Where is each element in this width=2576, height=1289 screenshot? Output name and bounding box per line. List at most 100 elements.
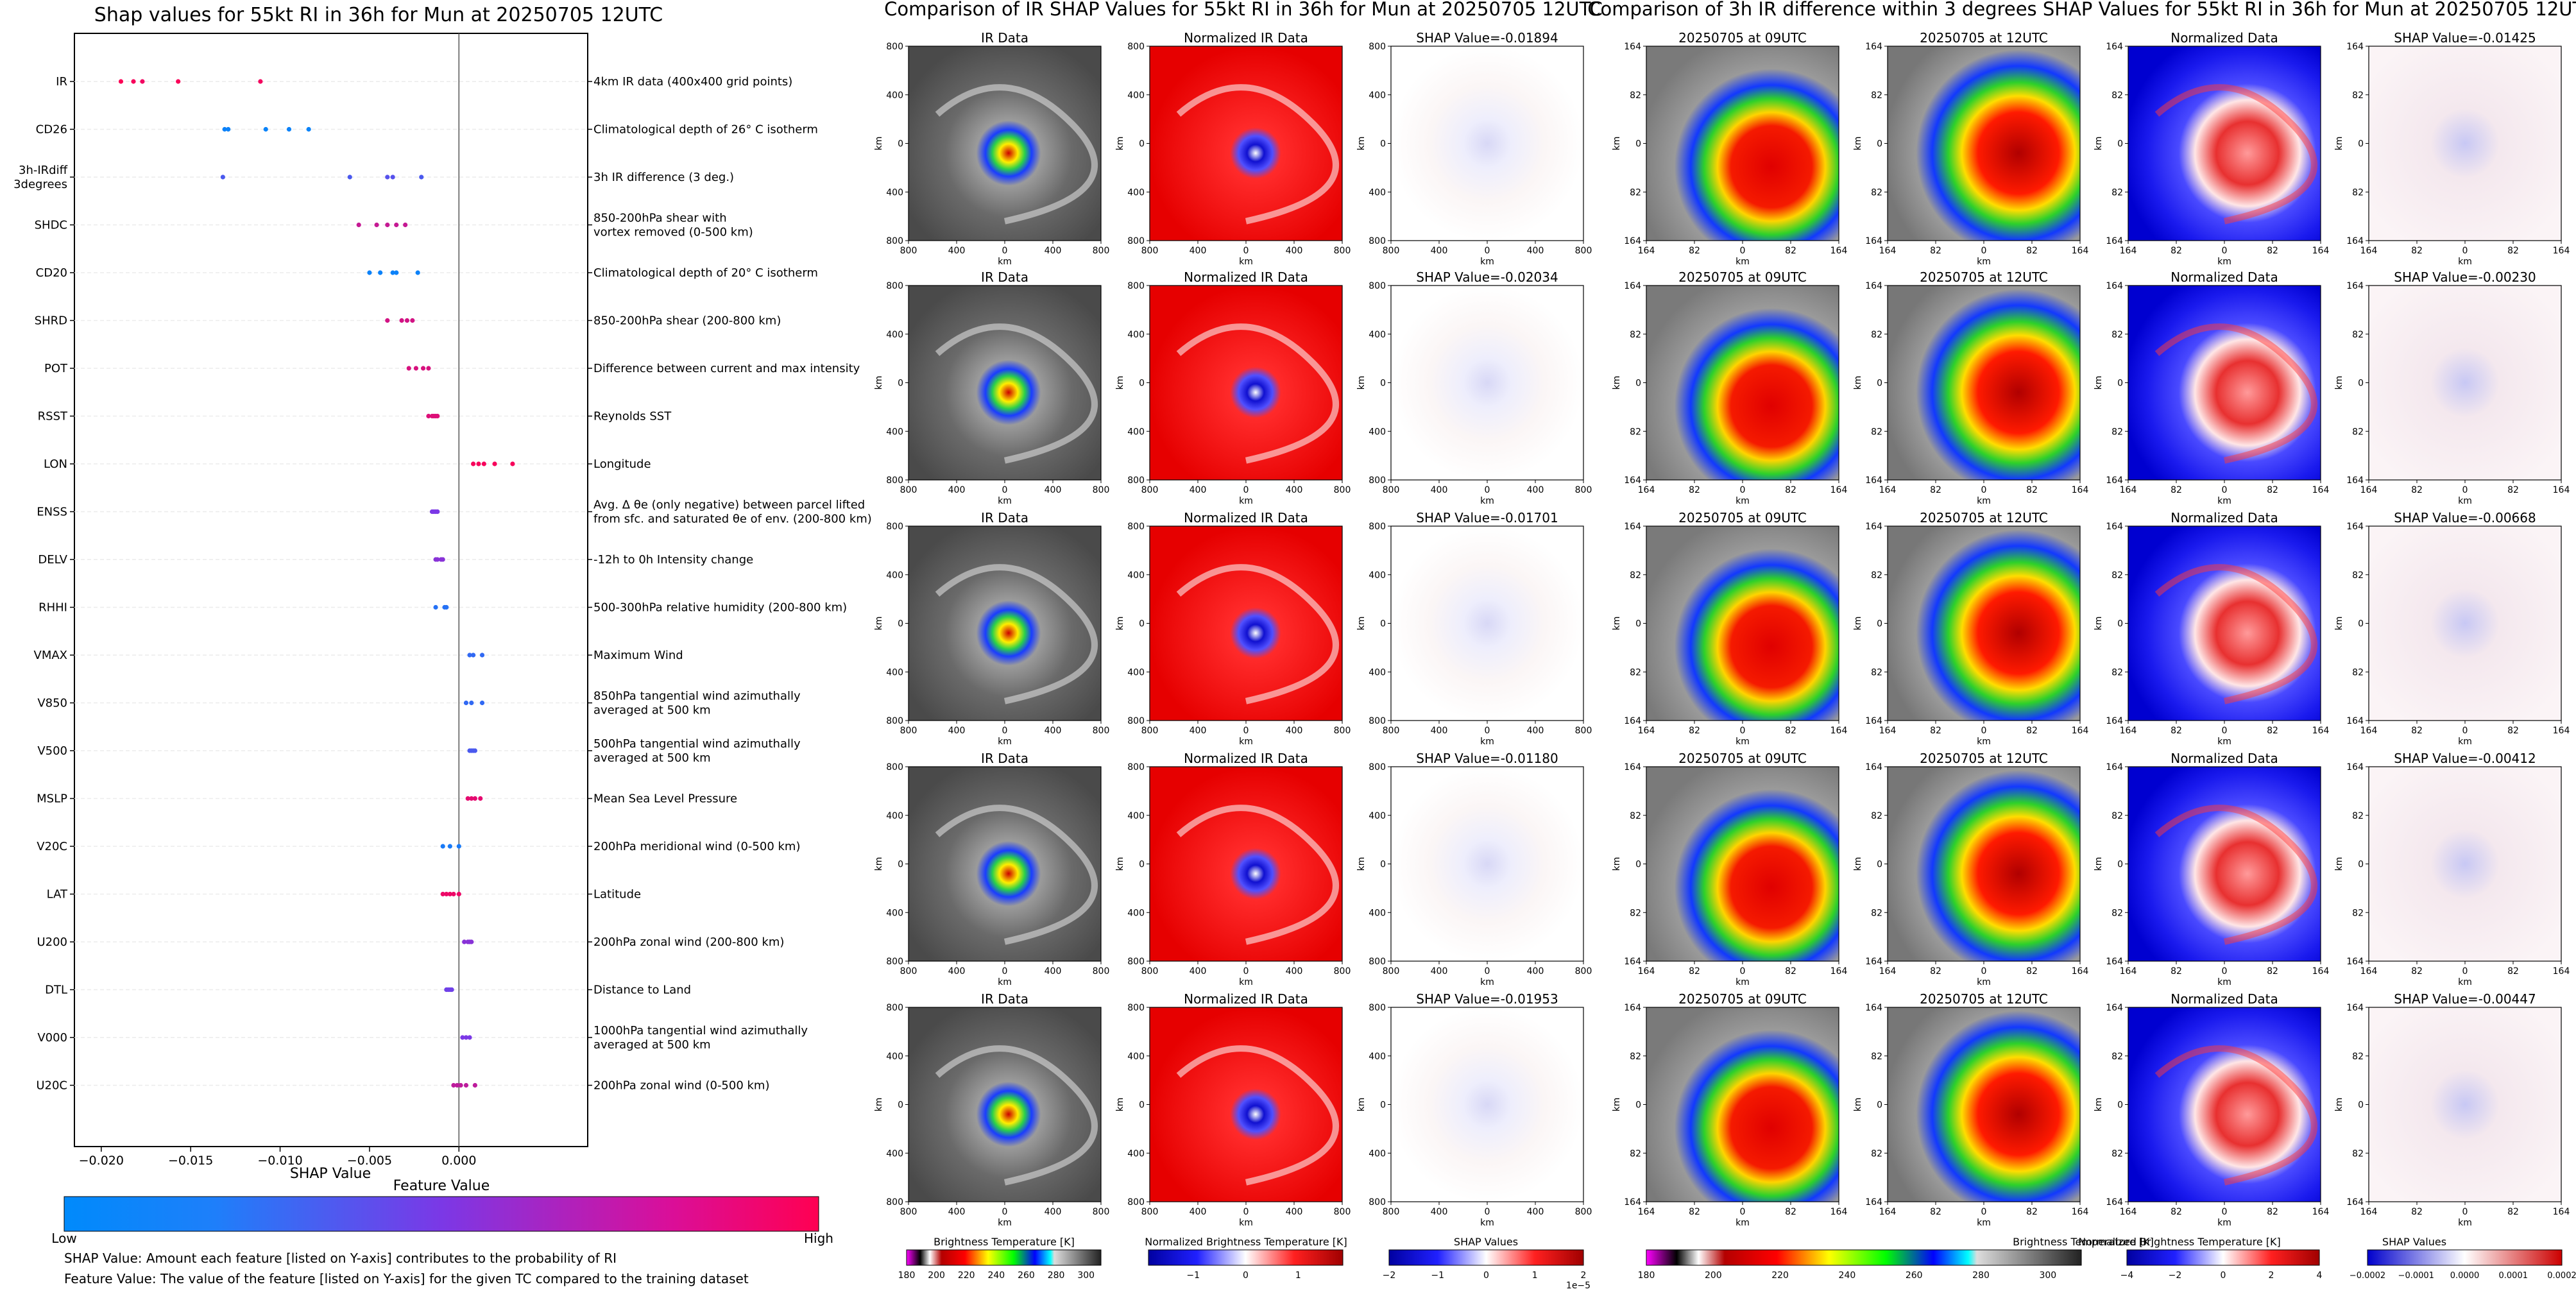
x-tick-label: 800: [1141, 485, 1159, 495]
shap-point: [118, 79, 124, 84]
y-axis-label: km: [1115, 857, 1125, 871]
cloud-band: [935, 84, 1098, 225]
x-tick-label: 82: [1689, 246, 1700, 256]
ir-cb3-exponent: 1e−5: [1566, 1281, 1591, 1289]
shap-point: [451, 891, 456, 897]
y-tick-label: 82: [2352, 427, 2364, 437]
ir-panel: Comparison of IR SHAP Values for 55kt RI…: [874, 0, 1603, 1289]
image-panel: Normalized Data1641648282008282164164kmk…: [2094, 510, 2329, 747]
x-tick-label: 0: [1740, 485, 1746, 495]
y-tick-label: 164: [2106, 281, 2123, 291]
ir-cb2-label: Normalized Brightness Temperature [K]: [1145, 1236, 1347, 1248]
y-tick-label: 800: [1369, 475, 1386, 486]
y-axis-label: km: [874, 617, 884, 631]
panel-title: IR Data: [981, 30, 1028, 46]
x-tick-label: 82: [1785, 246, 1796, 256]
y-tick-label: 164: [1624, 1197, 1641, 1208]
y-axis-label: km: [1356, 617, 1367, 631]
y-tick-label: 800: [1127, 1197, 1145, 1208]
x-tick-label: 164: [2072, 246, 2089, 256]
x-tick-label: 82: [2026, 1207, 2038, 1217]
x-tick-label: 0: [2462, 726, 2468, 736]
shap-point: [478, 796, 483, 801]
panel-title: Normalized Data: [2171, 751, 2278, 766]
feature-description: Reynolds SST: [593, 410, 672, 423]
x-tick-label: 82: [2411, 966, 2423, 977]
panel-image: [1149, 1007, 1343, 1202]
y-tick-label: 800: [1127, 281, 1145, 291]
shap-plot-frame: [74, 33, 588, 1147]
panel-title: SHAP Value=-0.01701: [1416, 510, 1558, 525]
cb-tick-label: 240: [987, 1270, 1005, 1281]
shap-point: [131, 79, 136, 84]
cb-tick-label: 2: [2269, 1270, 2274, 1281]
shap-point: [456, 844, 461, 849]
shap-point: [460, 1035, 465, 1040]
y-tick-label: 800: [1369, 1197, 1386, 1208]
cloud-band: [935, 805, 1098, 945]
feature-label: SHDC: [35, 219, 67, 232]
x-axis-label: km: [2217, 496, 2231, 506]
y-tick-label: 0: [898, 860, 903, 870]
x-tick-label: 82: [2507, 246, 2519, 256]
image-panel: Normalized IR Data8008004004000040040080…: [1115, 510, 1351, 747]
feature-description: 850-200hPa shear (200-800 km): [593, 314, 781, 328]
y-tick-label: 82: [1871, 570, 1882, 581]
panel-image: [1887, 525, 2081, 721]
y-axis-label: km: [1115, 137, 1125, 151]
x-tick-label: 400: [1431, 966, 1448, 977]
shap-point: [472, 796, 477, 801]
y-tick-label: 82: [2111, 1052, 2123, 1062]
x-tick-label: 800: [1383, 246, 1400, 256]
x-tick-label: 400: [1045, 485, 1062, 495]
y-tick-label: 164: [2106, 762, 2123, 773]
y-tick-label: 82: [2111, 427, 2123, 437]
panel-title: IR Data: [981, 269, 1028, 285]
x-tick-label: 164: [1879, 485, 1897, 495]
shap-point: [415, 270, 420, 275]
cb-tick-label: −4: [2120, 1270, 2134, 1281]
image-panel: Normalized Data1641648282008282164164kmk…: [2094, 991, 2329, 1228]
cb-tick-label: 240: [1839, 1270, 1856, 1281]
panel-image: [1887, 1007, 2081, 1202]
x-tick-label: 400: [1286, 485, 1303, 495]
y-tick-label: 0: [898, 379, 903, 389]
x-axis-label: km: [1239, 496, 1253, 506]
y-axis-label: km: [1356, 1098, 1367, 1112]
y-tick-label: 800: [886, 475, 903, 486]
shap-point: [465, 796, 470, 801]
y-tick-label: 0: [2358, 139, 2364, 149]
x-tick-label: 800: [1383, 1207, 1400, 1217]
y-tick-label: 800: [1127, 1003, 1145, 1013]
image-panel: SHAP Value=-0.00668164164828200828216416…: [2334, 510, 2570, 747]
x-tick-label: 164: [1638, 1207, 1655, 1217]
shap-point: [469, 796, 474, 801]
x-axis-label: km: [998, 257, 1012, 267]
x-tick-label: 0: [1002, 246, 1008, 256]
panel-title: Normalized Data: [2171, 991, 2278, 1007]
x-tick-label: 0: [1740, 966, 1746, 977]
x-tick-label: 400: [1045, 1207, 1062, 1217]
shap-feature-labels: IR CD26 3h-IRdiff 3degrees SHDC CD20 SHRD POT RS…: [13, 75, 592, 1093]
cloud-band: [2154, 1045, 2317, 1186]
y-axis-label: km: [2094, 617, 2104, 631]
panel-title: SHAP Value=-0.00668: [2394, 510, 2536, 525]
y-tick-label: 0: [2117, 619, 2123, 629]
x-tick-label: 0: [2462, 485, 2468, 495]
cloud-band: [1176, 805, 1339, 945]
y-tick-label: 164: [2346, 957, 2364, 967]
panel-title: Normalized IR Data: [1184, 30, 1308, 46]
shap-note-1: SHAP Value: Amount each feature [listed …: [64, 1251, 617, 1266]
y-tick-label: 82: [1630, 187, 1641, 198]
shap-point: [140, 79, 145, 84]
y-axis-label: km: [2334, 376, 2344, 390]
panel-title: SHAP Value=-0.01180: [1416, 751, 1558, 766]
y-tick-label: 800: [1369, 762, 1386, 773]
y-tick-label: 800: [1127, 716, 1145, 726]
feature-description: Latitude: [593, 888, 641, 901]
feature-description: 850hPa tangential wind azimuthally averag…: [593, 690, 801, 717]
image-panel: Normalized IR Data8008004004000040040080…: [1115, 30, 1351, 267]
feature-description: 200hPa meridional wind (0-500 km): [593, 840, 800, 853]
y-tick-label: 164: [2346, 1003, 2364, 1013]
